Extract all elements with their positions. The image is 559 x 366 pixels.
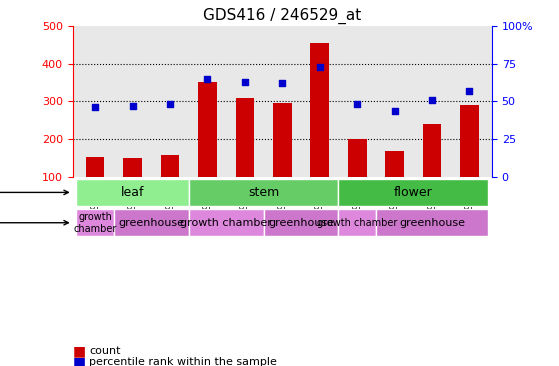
Point [165,101,174,107]
Text: ■: ■ [73,355,86,366]
FancyBboxPatch shape [77,209,114,236]
Text: ■: ■ [73,344,86,358]
Bar [235,98,254,177]
Point [240,79,249,85]
Bar [460,105,479,177]
Bar [423,124,442,177]
Text: tissue: tissue [0,187,68,197]
Point [428,97,437,103]
FancyBboxPatch shape [77,179,189,206]
Point [390,108,399,113]
Point [278,80,287,86]
FancyBboxPatch shape [376,209,488,236]
Bar [198,82,217,177]
Bar [385,151,404,177]
FancyBboxPatch shape [114,209,189,236]
FancyBboxPatch shape [338,179,488,206]
Title: GDS416 / 246529_at: GDS416 / 246529_at [203,8,362,24]
Text: growth chamber: growth chamber [180,218,272,228]
Text: greenhouse: greenhouse [119,218,184,228]
Text: flower: flower [394,186,433,199]
Text: percentile rank within the sample: percentile rank within the sample [89,357,277,366]
Text: growth
chamber: growth chamber [73,212,117,234]
Text: stem: stem [248,186,279,199]
Point [91,105,100,111]
Bar [86,157,105,177]
FancyBboxPatch shape [338,209,376,236]
FancyBboxPatch shape [189,209,264,236]
Text: leaf: leaf [121,186,144,199]
Point [353,101,362,107]
Bar [310,43,329,177]
Text: growth chamber: growth chamber [317,218,397,228]
Text: count: count [89,346,121,356]
FancyBboxPatch shape [264,209,338,236]
Text: growth protocol: growth protocol [0,218,68,228]
Bar [160,154,179,177]
Point [465,88,474,94]
Bar [348,139,367,177]
Bar [123,157,142,177]
Text: greenhouse: greenhouse [268,218,334,228]
Point [315,64,324,70]
Text: greenhouse: greenhouse [399,218,465,228]
Point [128,103,137,109]
Bar [273,103,292,177]
FancyBboxPatch shape [189,179,338,206]
Point [203,76,212,82]
